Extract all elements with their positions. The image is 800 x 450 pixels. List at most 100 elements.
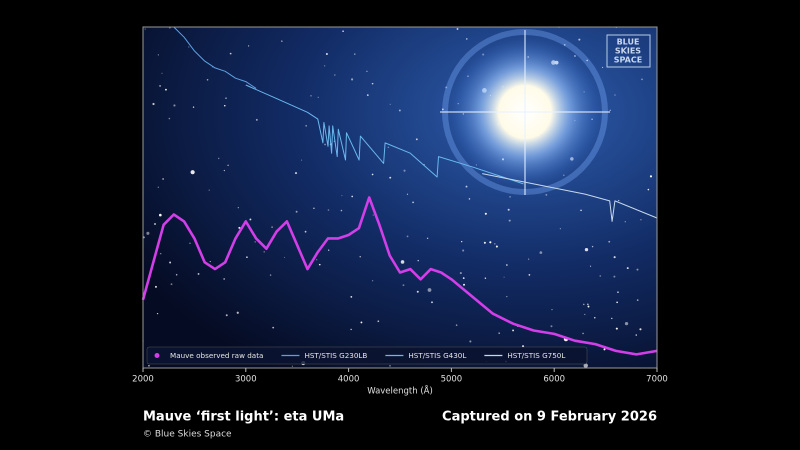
star xyxy=(507,208,510,211)
star xyxy=(616,301,618,304)
star xyxy=(626,267,629,270)
star xyxy=(371,82,374,85)
star xyxy=(366,94,369,96)
star xyxy=(154,223,156,225)
star xyxy=(611,317,613,320)
star xyxy=(350,295,353,298)
logo-text: SKIES xyxy=(615,47,641,56)
star xyxy=(197,273,200,275)
star xyxy=(609,109,611,111)
star xyxy=(237,207,239,209)
legend-box xyxy=(146,346,588,365)
star xyxy=(188,46,190,48)
star xyxy=(283,256,285,258)
legend-label: HST/STIS G430L xyxy=(408,351,466,360)
star xyxy=(225,314,228,317)
star xyxy=(325,52,328,56)
star xyxy=(156,313,159,315)
star xyxy=(586,59,588,62)
star xyxy=(608,240,611,243)
spectrum-line xyxy=(245,84,524,185)
star xyxy=(583,303,585,306)
plot-frame xyxy=(142,26,658,369)
star xyxy=(591,245,594,248)
legend-label: HST/STIS G750L xyxy=(507,351,565,360)
star xyxy=(617,291,619,293)
star xyxy=(506,296,508,298)
star xyxy=(387,146,390,149)
star xyxy=(342,30,344,32)
caption-date: Captured on 9 February 2026 xyxy=(442,410,657,425)
star xyxy=(602,66,604,68)
star xyxy=(144,28,146,30)
star xyxy=(427,288,432,292)
star xyxy=(248,45,250,47)
star xyxy=(324,143,326,146)
caption-credit: © Blue Skies Space xyxy=(143,430,232,440)
star xyxy=(157,186,159,188)
star xyxy=(528,273,531,276)
caption-title: Mauve ‘first light’: eta UMa xyxy=(143,410,344,425)
star xyxy=(503,276,505,278)
star xyxy=(625,46,627,48)
star xyxy=(563,43,566,46)
star xyxy=(318,263,321,266)
star xyxy=(227,164,229,167)
star xyxy=(190,170,195,175)
star xyxy=(528,258,530,260)
star xyxy=(159,252,162,255)
star xyxy=(512,329,514,332)
x-tick-label: 4000 xyxy=(338,375,360,385)
star xyxy=(550,325,553,328)
star xyxy=(310,95,312,97)
star xyxy=(295,210,298,213)
star xyxy=(327,209,330,211)
logo-text: BLUE xyxy=(617,38,640,47)
star xyxy=(155,285,157,288)
legend-marker xyxy=(154,353,160,358)
star xyxy=(371,173,374,176)
star xyxy=(400,260,405,264)
star xyxy=(249,218,252,221)
star xyxy=(223,278,225,280)
star xyxy=(225,97,227,99)
star xyxy=(272,326,275,329)
star xyxy=(209,261,211,263)
star xyxy=(316,259,318,261)
star xyxy=(403,169,406,172)
star xyxy=(206,79,209,81)
star xyxy=(509,196,511,198)
star xyxy=(636,268,639,271)
star xyxy=(587,305,590,308)
star xyxy=(246,256,248,258)
star xyxy=(350,328,352,331)
star xyxy=(389,365,391,367)
x-tick-label: 2000 xyxy=(132,375,154,385)
star xyxy=(189,242,191,245)
star xyxy=(301,159,303,161)
star xyxy=(551,308,553,311)
star xyxy=(455,324,458,326)
star xyxy=(398,109,401,112)
star xyxy=(483,241,486,244)
star xyxy=(271,226,273,228)
star xyxy=(583,363,588,368)
star xyxy=(613,256,616,259)
star xyxy=(350,78,354,81)
star xyxy=(165,88,167,91)
star xyxy=(354,53,356,55)
legend-label: HST/STIS G230LB xyxy=(304,351,367,360)
legend-label: Mauve observed raw data xyxy=(170,351,263,360)
star xyxy=(412,201,414,204)
star xyxy=(340,209,343,212)
star xyxy=(426,237,429,240)
star xyxy=(641,78,643,81)
star xyxy=(372,214,374,216)
star xyxy=(313,207,315,209)
star xyxy=(406,235,409,238)
star xyxy=(603,348,606,351)
star xyxy=(599,275,602,277)
star xyxy=(218,157,220,160)
